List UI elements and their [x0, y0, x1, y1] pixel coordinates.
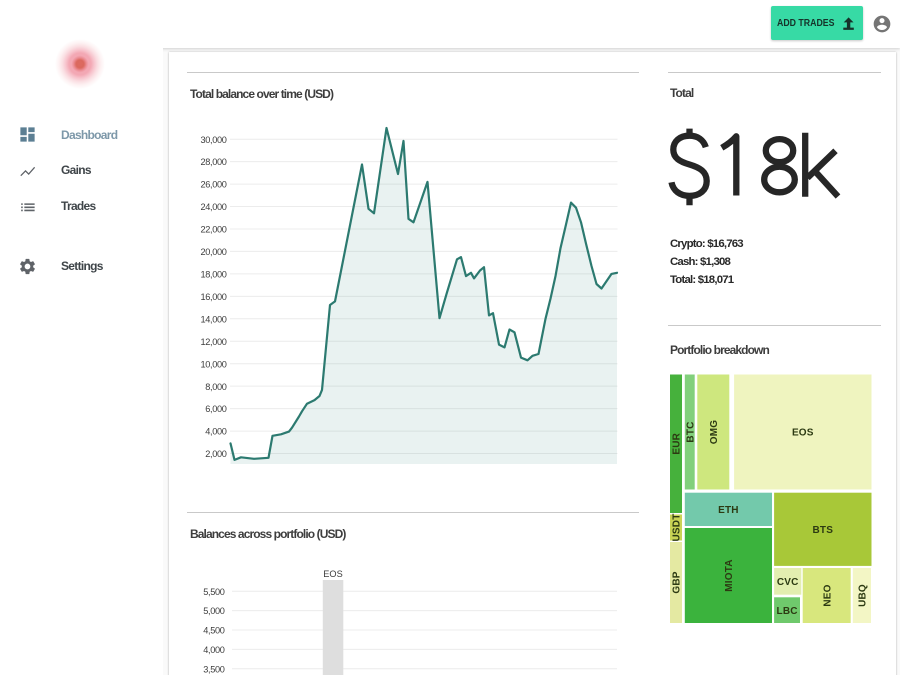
svg-text:10,000: 10,000	[200, 359, 226, 369]
svg-text:4,000: 4,000	[203, 645, 224, 655]
svg-text:8,000: 8,000	[205, 382, 226, 392]
svg-text:26,000: 26,000	[200, 180, 226, 190]
svg-text:14,000: 14,000	[200, 314, 226, 324]
svg-text:24,000: 24,000	[200, 202, 226, 212]
svg-text:2,000: 2,000	[205, 449, 226, 459]
svg-text:EUR: EUR	[672, 432, 683, 454]
svg-text:UBQ: UBQ	[858, 584, 869, 607]
svg-text:4,500: 4,500	[203, 626, 224, 636]
svg-text:USDT: USDT	[672, 513, 683, 541]
svg-text:OMG: OMG	[709, 420, 720, 445]
svg-text:GBP: GBP	[672, 571, 683, 593]
svg-text:30,000: 30,000	[200, 135, 226, 145]
svg-text:22,000: 22,000	[200, 225, 226, 235]
svg-text:5,500: 5,500	[203, 587, 224, 597]
svg-text:18,000: 18,000	[200, 270, 226, 280]
svg-text:ADD TRADES: ADD TRADES	[777, 17, 835, 29]
svg-text:CVC: CVC	[777, 577, 799, 588]
svg-text:4,000: 4,000	[205, 427, 226, 437]
svg-text:6,000: 6,000	[205, 404, 226, 414]
svg-text:EOS: EOS	[792, 428, 814, 439]
svg-text:ETH: ETH	[718, 505, 739, 516]
svg-text:LBC: LBC	[777, 606, 798, 617]
svg-text:MIOTA: MIOTA	[724, 559, 735, 591]
svg-text:EOS: EOS	[323, 569, 342, 579]
svg-text:NEO: NEO	[822, 584, 833, 606]
svg-text:BTC: BTC	[686, 421, 697, 442]
svg-text:5,000: 5,000	[203, 606, 224, 616]
svg-text:16,000: 16,000	[200, 292, 226, 302]
svg-text:3,500: 3,500	[203, 664, 224, 674]
svg-text:12,000: 12,000	[200, 337, 226, 347]
svg-text:BTS: BTS	[812, 525, 833, 536]
svg-text:20,000: 20,000	[200, 247, 226, 257]
svg-text:28,000: 28,000	[200, 157, 226, 167]
